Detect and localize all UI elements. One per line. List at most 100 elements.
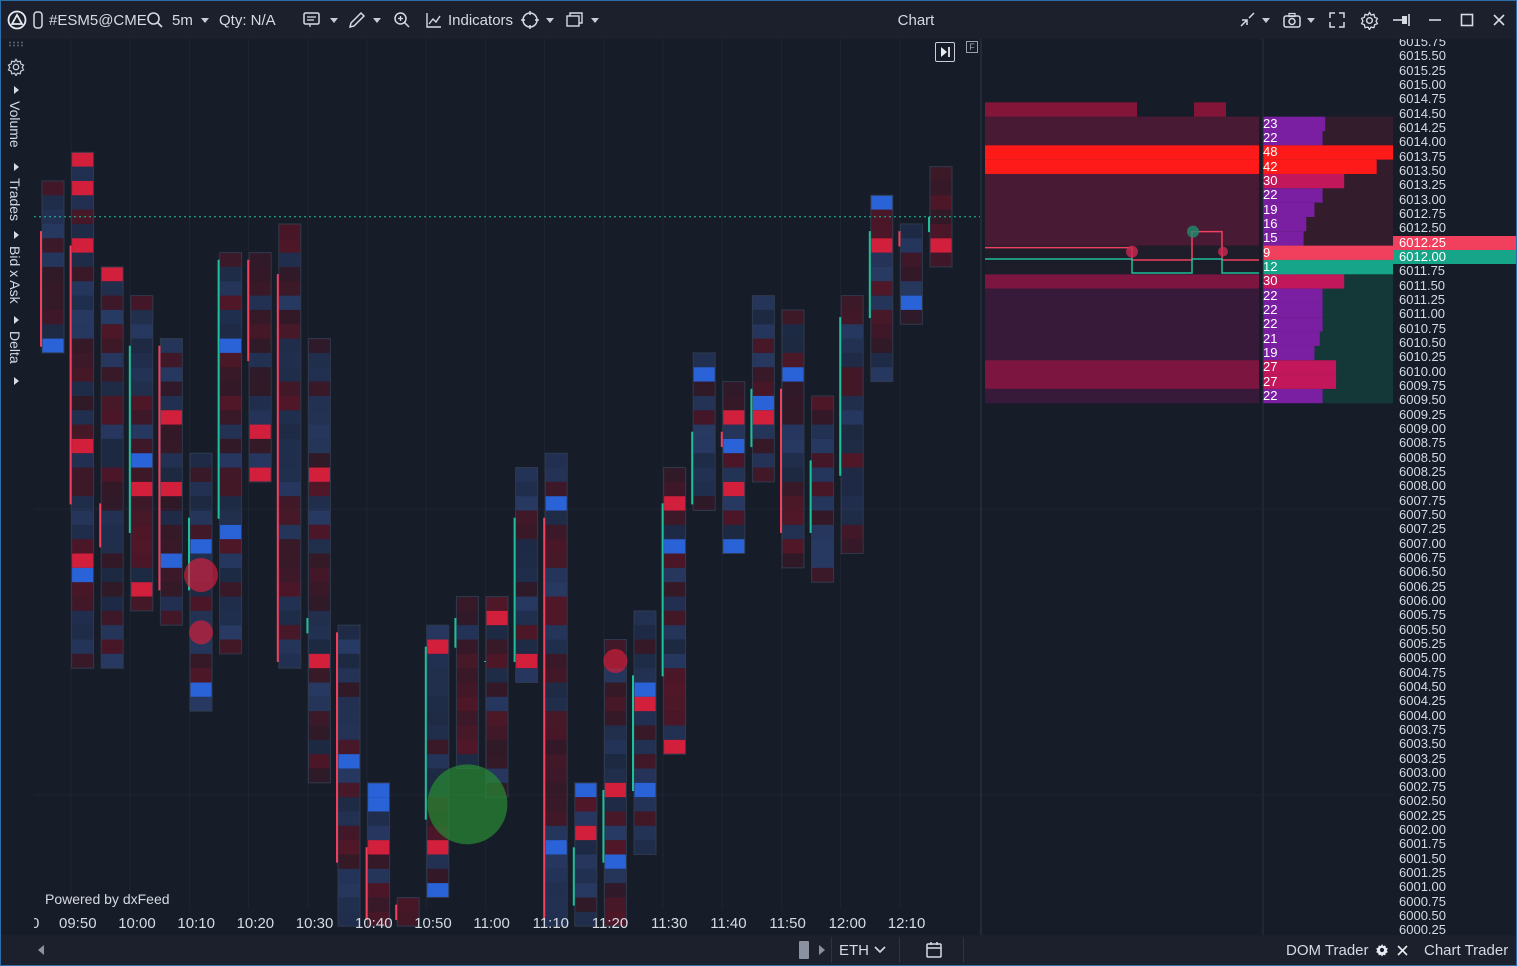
footprint-cell [219,424,242,439]
footprint-cell [308,610,331,626]
footprint-cell [219,281,242,296]
footprint-cell [811,524,834,540]
gear-icon [1360,10,1379,30]
footprint-cell [634,768,656,783]
price-label: 6013.25 [1399,177,1446,193]
footprint-cell [693,381,716,396]
link-icon[interactable] [33,1,43,39]
footprint-cell [574,897,597,912]
camera-icon [1283,12,1301,28]
footprint-cell [160,395,183,411]
footprint-cell [870,238,893,253]
drawing-tools-button[interactable] [347,1,381,39]
footprint-candle-1140 [720,381,746,555]
zoom-in-icon[interactable] [393,1,411,39]
f-toggle-button[interactable]: F [966,41,978,53]
tab-dom-trader[interactable]: DOM Trader [1286,935,1408,965]
expand-triangle-icon[interactable] [14,316,19,324]
footprint-cell [841,381,864,396]
expand-triangle-icon[interactable] [14,163,19,171]
bid-size: 30 [1263,273,1278,289]
footprint-cell [308,352,331,368]
footprint-cell [367,825,390,841]
ask-depth-bar [1194,102,1226,117]
footprint-cell [101,510,124,525]
collapse-button[interactable] [1238,1,1270,39]
qty-field[interactable]: Qty: N/A [219,11,276,29]
session-selector[interactable]: ETH [839,935,886,965]
footprint-candle-1200 [839,295,864,555]
footprint-cell [101,367,124,382]
footprint-cell [338,825,360,841]
footprint-cell [634,682,656,697]
maximize-button[interactable] [1460,1,1474,39]
symbol-selector[interactable]: #ESM5@CME [49,11,147,29]
footprint-cell [219,252,242,267]
expand-triangle-icon[interactable] [14,231,19,239]
bid-size: 22 [1263,316,1278,332]
expand-triangle-icon[interactable] [14,86,19,94]
footprint-cell [515,596,538,611]
candle-outline [603,639,627,927]
layout-button[interactable] [565,1,599,39]
tab-chart-trader[interactable]: Chart Trader [1424,941,1509,959]
footprint-cell [930,252,952,267]
minimize-icon [1429,19,1441,21]
screenshot-button[interactable] [1282,1,1315,39]
footprint-cell [811,481,834,497]
close-button[interactable] [1492,1,1506,39]
footprint-cell [545,711,568,726]
scroll-left-icon[interactable] [37,935,45,965]
pin-button[interactable] [1392,1,1412,39]
footprint-cell [101,524,124,540]
scrollbar-thumb[interactable] [799,935,809,965]
footprint-cell [308,481,331,497]
drag-handle-icon[interactable] [8,41,26,47]
bid-size-bar [1263,360,1337,375]
calendar-button[interactable] [925,935,943,965]
footprint-cell [130,424,153,439]
price-label: 6002.50 [1399,793,1446,809]
settings-button[interactable] [1360,1,1379,39]
minimize-button[interactable] [1428,1,1442,39]
chevron-down-icon [200,17,209,23]
app-logo-icon[interactable] [7,1,27,39]
fullscreen-button[interactable] [1328,1,1346,39]
tab-trades[interactable]: Trades [7,178,23,222]
gear-icon[interactable] [7,58,25,76]
price-label: 6005.25 [1399,635,1446,651]
scroll-to-end-button[interactable] [935,42,955,62]
tab-bid-x-ask[interactable]: Bid x Ask [7,246,23,304]
search-icon[interactable] [146,1,164,39]
tab-volume[interactable]: Volume [7,101,23,148]
footprint-cell [249,309,272,325]
price-label: 6000.75 [1399,893,1446,909]
scroll-right-icon[interactable] [818,935,826,965]
chevron-down-icon [373,17,381,23]
footprint-cell [71,596,94,611]
footprint-cell [545,768,568,783]
panel-divider[interactable] [980,39,982,935]
footprint-cell [545,510,568,525]
footprint-cell [574,911,597,927]
footprint-chart[interactable] [34,39,980,935]
price-label: 6014.75 [1399,91,1446,107]
tab-delta[interactable]: Delta [7,331,23,364]
crosshair-button[interactable] [520,1,554,39]
chart-type-button[interactable] [302,1,338,39]
bid-size: 22 [1263,301,1278,317]
footprint-cell [71,467,94,482]
ask-cum-bar [1344,173,1393,189]
ask-cum-bar [1322,130,1393,146]
price-label: 6003.50 [1399,736,1446,752]
footprint-cell [486,725,508,740]
footprint-cell [71,309,94,325]
footprint-cell [130,438,153,454]
indicators-button[interactable]: Indicators [425,1,513,39]
price-scale[interactable]: 6015.75 6015.50 6015.25 6015.00 6014.75 6014.… [1393,39,1516,935]
expand-triangle-icon[interactable] [14,377,19,385]
footprint-cell [190,453,212,468]
chart-canvas[interactable]: F Powered by dxFeed 0 09:50 10:00 10:10 10:2… [34,39,980,935]
dom-ladder[interactable]: 23 22 48 42 30 22 19 16 15 9 12 30 22 22 22 21 19 27 27 22 [982,39,1393,935]
interval-selector[interactable]: 5m [172,1,209,39]
